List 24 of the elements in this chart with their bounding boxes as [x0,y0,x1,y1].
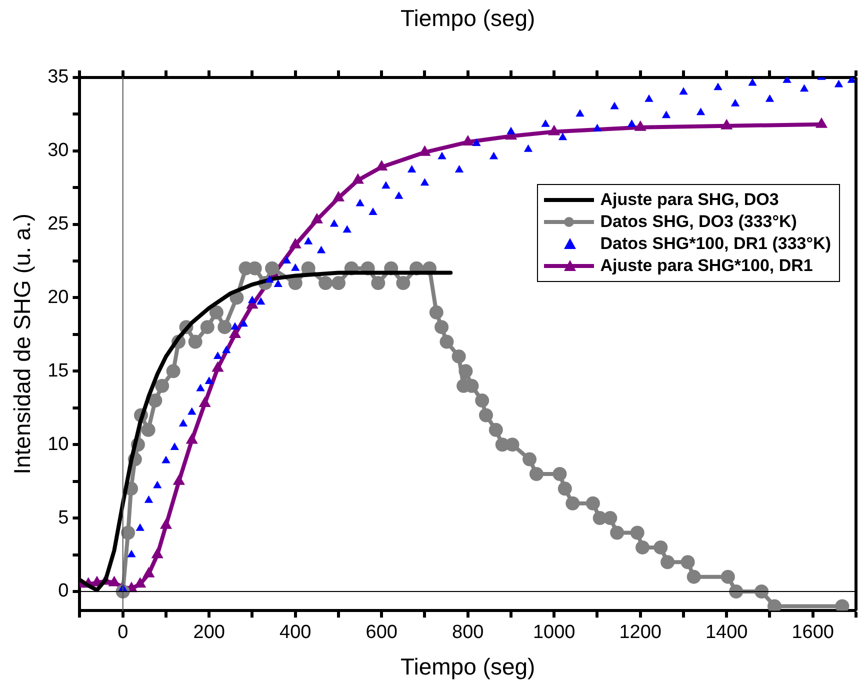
legend-label: Ajuste para SHG, DO3 [600,189,779,212]
y-axis-title: Intensidad de SHG (u. a.) [9,214,36,474]
x-tick-label: 200 [193,622,225,644]
y-tick-label: 0 [58,580,69,602]
x2-axis-title: Tiempo (seg) [400,5,536,32]
x-tick-label: 600 [366,622,398,644]
x-tick-label: 800 [452,622,484,644]
x-tick-label: 1400 [705,622,748,644]
y-tick-label: 25 [48,214,69,235]
legend-label: Datos SHG, DO3 (333°K) [600,211,797,234]
y-tick-label: 5 [58,507,69,528]
y-tick-label: 20 [48,286,69,308]
y-tick-label: 30 [48,140,69,162]
legend-label: Ajuste para SHG*100, DR1 [600,255,813,278]
x-axis-title: Tiempo (seg) [400,654,536,680]
legend-label: Datos SHG*100, DR1 (333°K) [600,233,831,256]
x-tick-label: 400 [280,622,312,644]
y-tick-label: 10 [48,434,69,455]
x-tick-label: 1000 [532,622,576,644]
x-tick-label: 1600 [792,622,834,644]
y-tick-label: 15 [48,360,69,382]
y-tick-label: 35 [48,66,69,88]
x-tick-label: 0 [118,622,128,644]
x-tick-label: 1200 [619,622,662,644]
